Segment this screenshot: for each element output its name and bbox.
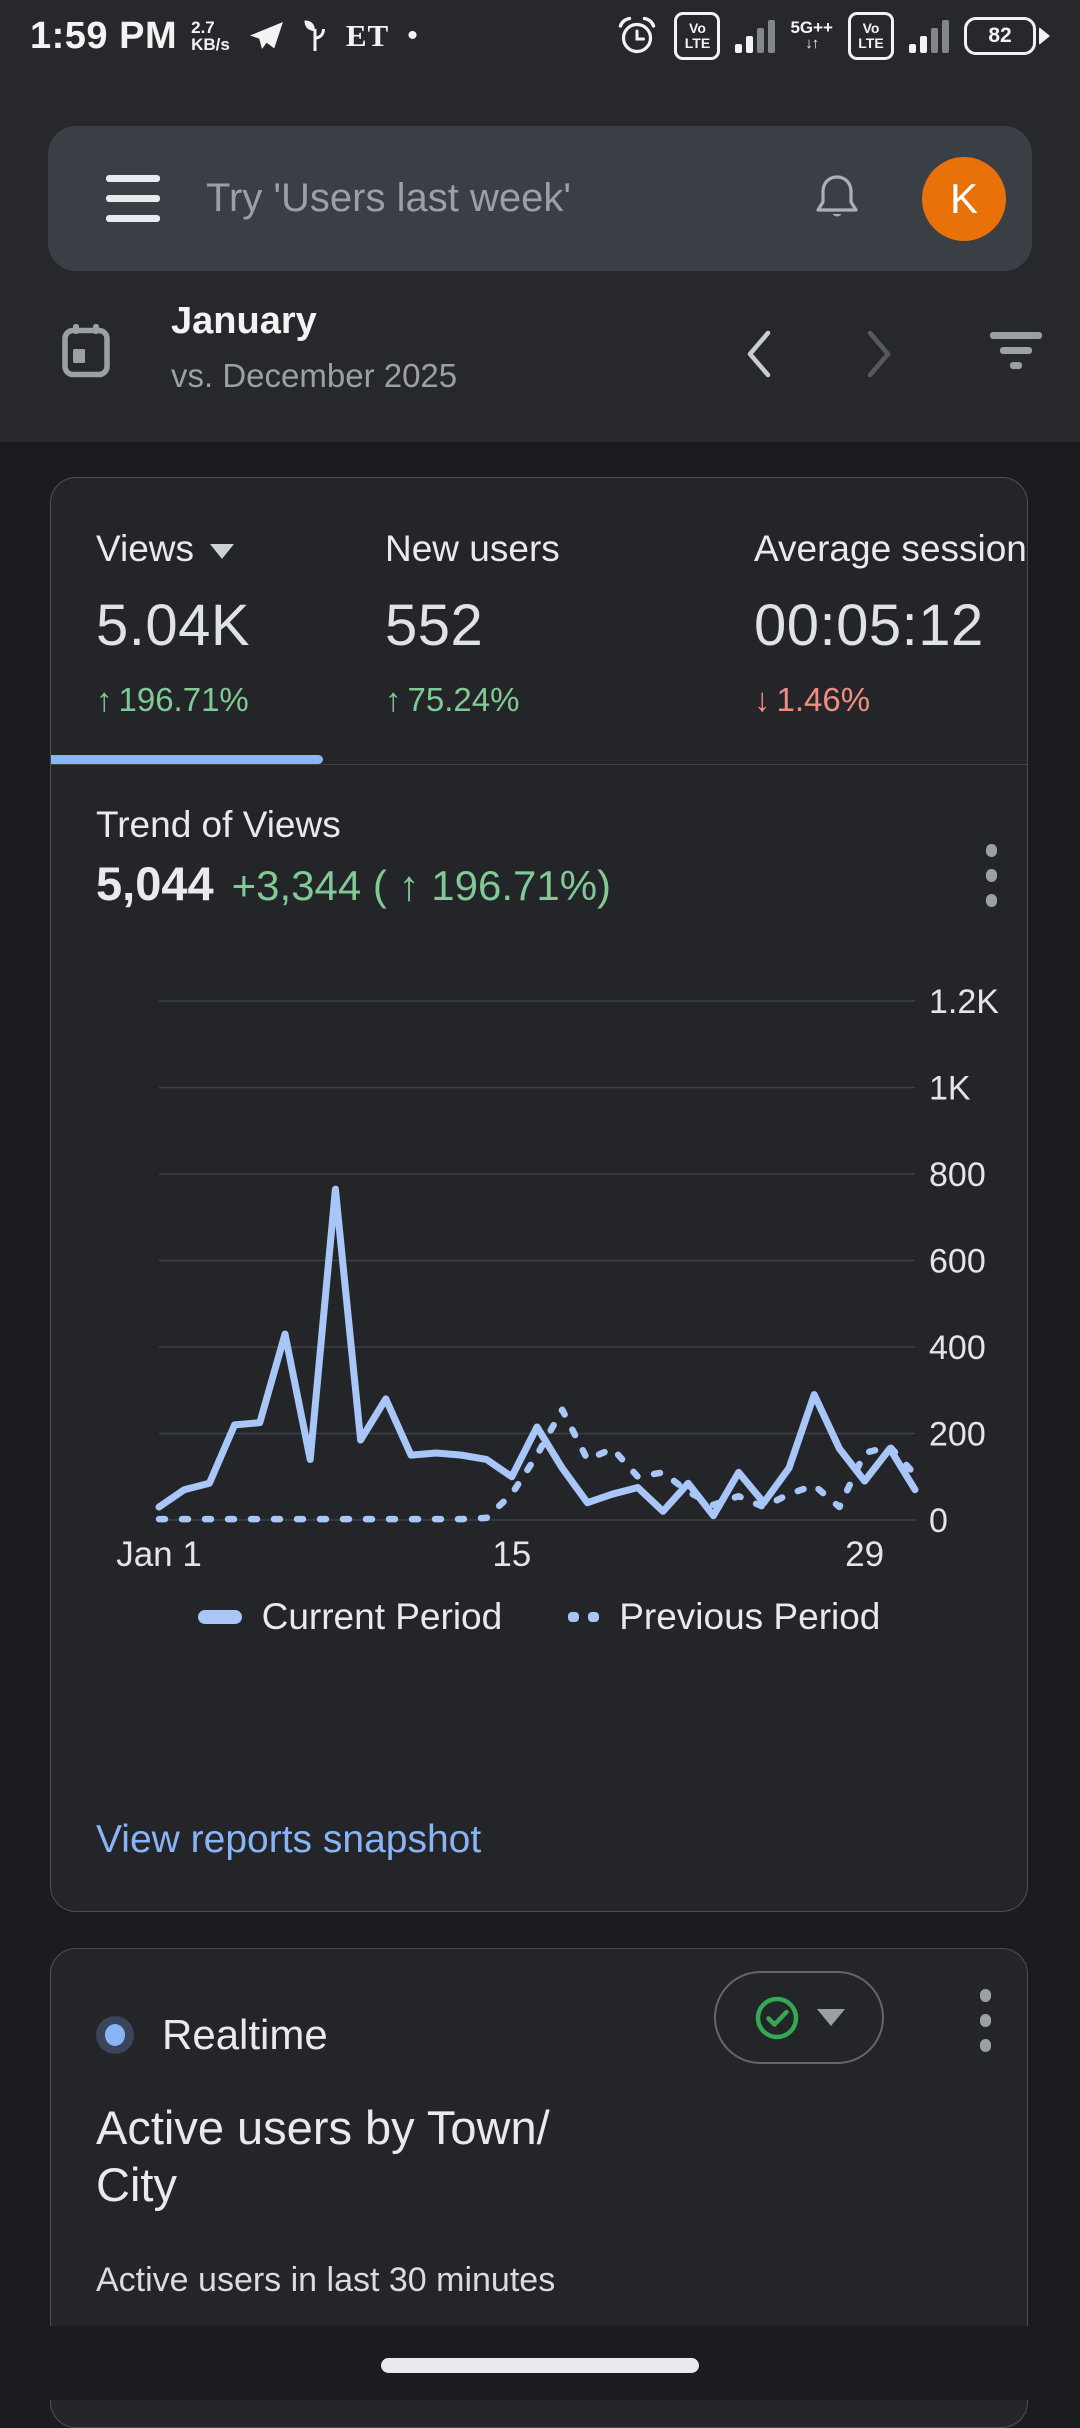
battery-icon: 82	[964, 17, 1050, 55]
metric-avg-session[interactable]: Average session 00:05:12 ↓ 1.46%	[754, 528, 1027, 719]
y-axis-tick: 800	[929, 1156, 986, 1194]
realtime-card-title: Active users by Town/ City	[96, 2101, 550, 2211]
metric-views[interactable]: Views 5.04K ↑ 196.71%	[96, 528, 368, 719]
dropdown-caret-icon[interactable]	[210, 543, 235, 559]
x-axis-tick: Jan 1	[116, 1535, 202, 1574]
metric-value: 552	[385, 593, 484, 658]
clock-time: 1:59 PM	[30, 14, 178, 57]
trend-value: 5,044	[96, 857, 214, 910]
metric-delta: ↑ 75.24%	[385, 681, 520, 718]
5g-network-icon: 5G++ ↓↑	[790, 18, 833, 52]
y-axis-tick: 0	[929, 1502, 948, 1540]
up-arrow-icon: ↑	[96, 681, 113, 718]
selected-metric-indicator	[51, 755, 323, 764]
legend-previous-period: Previous Period	[568, 1596, 880, 1638]
realtime-header: Realtime	[96, 2011, 328, 2059]
sprout-icon	[302, 19, 328, 53]
date-period: January	[171, 300, 317, 342]
y-axis-tick: 600	[929, 1243, 986, 1281]
status-right-group: Vo LTE 5G++ ↓↑ Vo LTE 82	[615, 12, 1050, 60]
date-comparison: vs. December 2025	[171, 357, 458, 394]
filter-icon[interactable]	[990, 332, 1042, 369]
status-left-group: 1:59 PM 2.7 KB/s ET •	[30, 15, 418, 58]
x-axis-tick: 29	[845, 1535, 884, 1574]
y-axis-tick: 1.2K	[929, 983, 999, 1021]
alarm-clock-icon	[615, 14, 659, 58]
telegram-paper-plane-icon	[248, 20, 284, 52]
calendar-icon[interactable]	[60, 322, 112, 378]
hamburger-menu-icon[interactable]	[106, 175, 160, 222]
gesture-nav-area	[0, 2326, 1080, 2400]
kebab-menu-icon[interactable]	[986, 844, 997, 907]
solid-line-swatch-icon	[197, 1610, 242, 1624]
y-axis-tick: 1K	[929, 1070, 971, 1108]
date-range[interactable]: January vs. December 2025	[171, 300, 457, 395]
realtime-status-dropdown[interactable]	[714, 1971, 884, 2064]
legend-current-period: Current Period	[197, 1596, 502, 1638]
home-indicator[interactable]	[381, 2358, 699, 2373]
chevron-right-icon[interactable]	[864, 328, 894, 380]
avatar[interactable]: K	[922, 156, 1006, 241]
down-arrow-icon: ↓	[754, 681, 771, 718]
date-selector-row: January vs. December 2025	[56, 300, 1046, 420]
trend-number: 5,044 +3,344 ( ↑ 196.71%)	[96, 856, 611, 911]
bell-icon[interactable]	[810, 170, 864, 228]
x-axis-tick: 15	[492, 1535, 531, 1574]
dashed-line-swatch-icon	[568, 1612, 600, 1622]
up-arrow-icon: ↑	[385, 681, 402, 718]
metric-value: 5.04K	[96, 593, 251, 658]
volte-badge-icon: Vo LTE	[674, 12, 721, 60]
metric-label: Views	[96, 528, 195, 569]
realtime-card-subtitle: Active users in last 30 minutes	[96, 2261, 556, 2299]
metric-value: 00:05:12	[754, 593, 984, 658]
current-period-line	[155, 1185, 919, 1520]
dropdown-caret-icon	[817, 2009, 845, 2026]
realtime-label: Realtime	[162, 2011, 328, 2058]
metric-label: Average session	[754, 528, 1027, 569]
view-reports-snapshot-link[interactable]: View reports snapshot	[96, 1818, 482, 1861]
metric-delta: ↓ 1.46%	[754, 681, 871, 718]
realtime-pulse-dot-icon	[96, 2016, 134, 2054]
kebab-menu-icon[interactable]	[980, 1989, 991, 2052]
y-axis-tick: 200	[929, 1416, 986, 1454]
status-bar: 1:59 PM 2.7 KB/s ET • Vo	[0, 0, 1080, 72]
metric-label: New users	[385, 528, 560, 569]
metric-new-users[interactable]: New users 552 ↑ 75.24%	[385, 528, 715, 719]
signal-bars-icon	[735, 19, 776, 53]
search-bar[interactable]: K	[48, 126, 1032, 271]
chart-legend: Current Period Previous Period	[51, 1596, 1027, 1638]
notification-dot-icon: •	[407, 19, 418, 52]
trend-title: Trend of Views	[96, 804, 341, 845]
signal-bars-icon	[909, 19, 949, 53]
trend-chart[interactable]: 1.2K 1K 800 600 400 200 0 Jan 1 15 29	[51, 968, 1028, 1580]
metric-delta: ↑ 196.71%	[96, 681, 249, 718]
volte-badge-icon: Vo LTE	[848, 12, 894, 60]
divider	[51, 764, 1027, 765]
chevron-left-icon[interactable]	[744, 328, 774, 380]
search-input[interactable]	[204, 175, 810, 222]
notification-letters-icon: ET	[345, 18, 390, 53]
network-speed: 2.7 KB/s	[191, 18, 230, 54]
check-circle-icon	[755, 1996, 799, 2039]
battery-nub	[1039, 27, 1050, 45]
overview-card: Views 5.04K ↑ 196.71% New users 552 ↑ 75.2…	[50, 477, 1028, 1912]
trend-delta: +3,344 ( ↑ 196.71%)	[231, 862, 612, 909]
y-axis-tick: 400	[929, 1329, 986, 1367]
